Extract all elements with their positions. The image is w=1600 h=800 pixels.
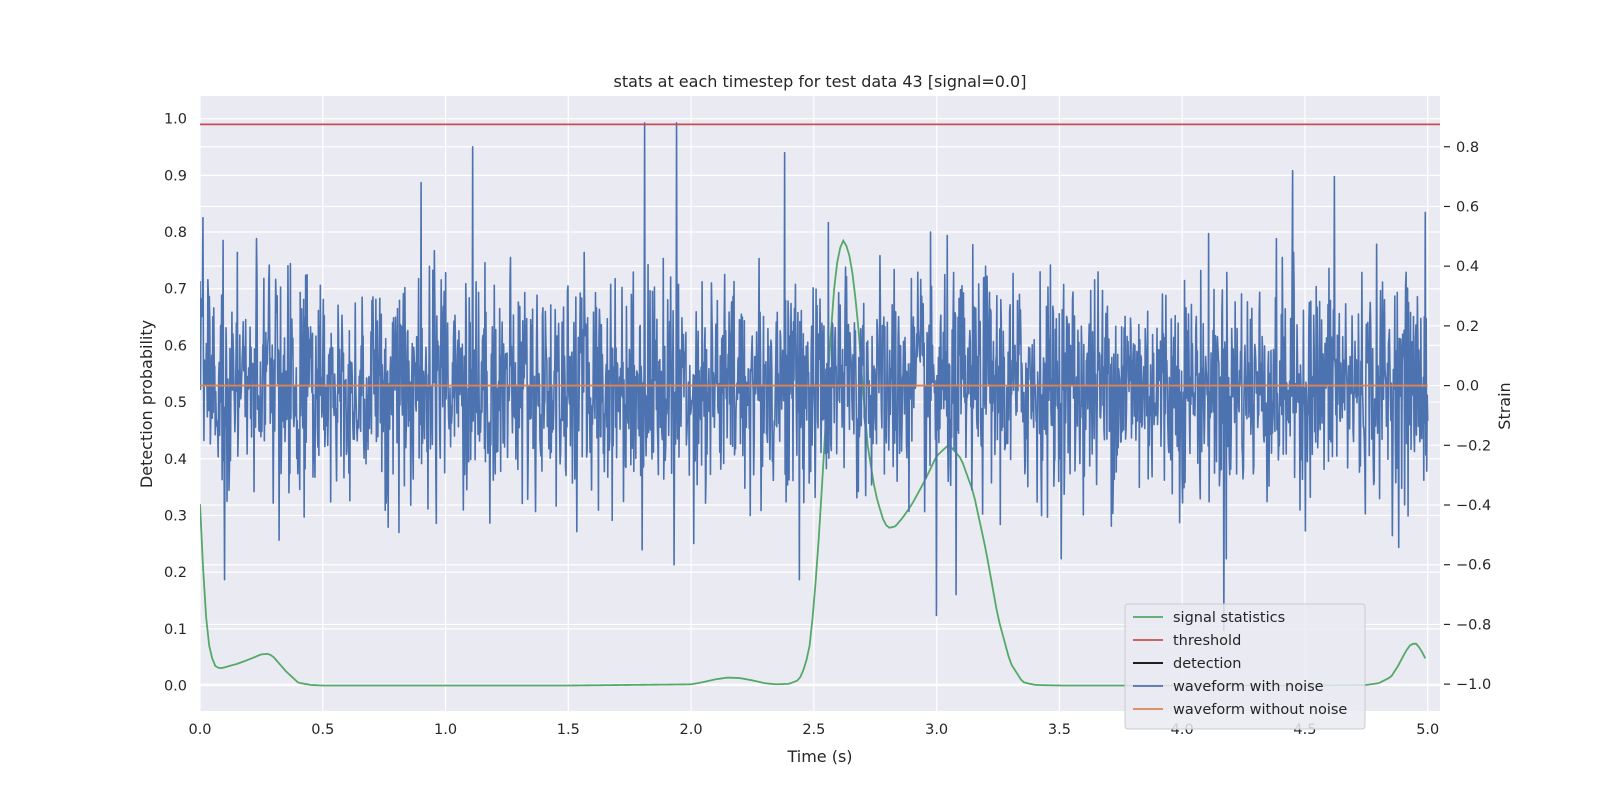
x-tick-label: 3.5: [1048, 722, 1071, 738]
y-tick-label: 0.7: [164, 282, 187, 298]
y-axis-label: Detection probability: [137, 320, 156, 488]
x-axis: 0.0 0.5 1.0 1.5 2.0 2.5 3.0 3.5 4.0 4.5 5.0: [188, 722, 1439, 738]
y-right-tick-label: 0.2: [1456, 319, 1479, 335]
x-tick-label: 1.0: [434, 722, 457, 738]
legend-entry: signal statistics: [1173, 610, 1285, 626]
y-tick-label: 0.6: [164, 338, 187, 354]
y-tick-label: 1.0: [164, 112, 187, 128]
y-right-tick-label: 0.4: [1456, 259, 1479, 275]
legend-entry: waveform without noise: [1173, 702, 1347, 718]
chart-title: stats at each timestep for test data 43 …: [614, 72, 1027, 91]
legend: signal statistics threshold detection wavef…: [1124, 603, 1366, 730]
y-axis-left: 0.0 0.1 0.2 0.3 0.4 0.5 0.6 0.7 0.8 0.9 1.0: [164, 112, 187, 695]
x-tick-label: 2.5: [802, 722, 825, 738]
x-tick-label: 0.5: [311, 722, 334, 738]
x-tick-label: 1.5: [557, 722, 580, 738]
x-tick-label: 0.0: [188, 722, 211, 738]
y-tick-label: 0.1: [164, 622, 187, 638]
y-tick-label: 0.0: [164, 678, 187, 694]
series-layer: [200, 122, 1440, 687]
y-right-tick-label: 0.8: [1456, 140, 1479, 156]
y-tick-label: 0.9: [164, 168, 187, 184]
y-right-tick-label: −0.8: [1456, 617, 1491, 633]
y-right-tick-label: 0.6: [1456, 199, 1479, 215]
plot-area: [200, 122, 1440, 687]
y-tick-label: 0.2: [164, 565, 187, 581]
y-right-tick-label: −0.4: [1456, 498, 1491, 514]
y-tick-label: 0.5: [164, 395, 187, 411]
y-right-tick-label: −1.0: [1456, 677, 1491, 693]
y-tick-label: 0.3: [164, 508, 187, 524]
legend-entry: detection: [1173, 656, 1241, 672]
y-axis-right: −1.0 −0.8 −0.6 −0.4 −0.2 0.0 0.2 0.4 0.6 0.8: [1444, 140, 1491, 693]
y-axis-right-label: Strain: [1495, 382, 1514, 429]
y-right-tick-label: 0.0: [1456, 379, 1479, 395]
y-tick-label: 0.4: [164, 452, 187, 468]
x-tick-label: 2.0: [680, 722, 703, 738]
x-tick-label: 5.0: [1416, 722, 1439, 738]
legend-entry: threshold: [1173, 633, 1241, 649]
y-right-tick-label: −0.2: [1456, 438, 1491, 454]
x-tick-label: 3.0: [925, 722, 948, 738]
legend-box: [1124, 603, 1366, 730]
legend-entry: waveform with noise: [1173, 679, 1324, 695]
y-right-tick-label: −0.6: [1456, 558, 1491, 574]
x-axis-label: Time (s): [786, 747, 852, 766]
y-tick-label: 0.8: [164, 225, 187, 241]
